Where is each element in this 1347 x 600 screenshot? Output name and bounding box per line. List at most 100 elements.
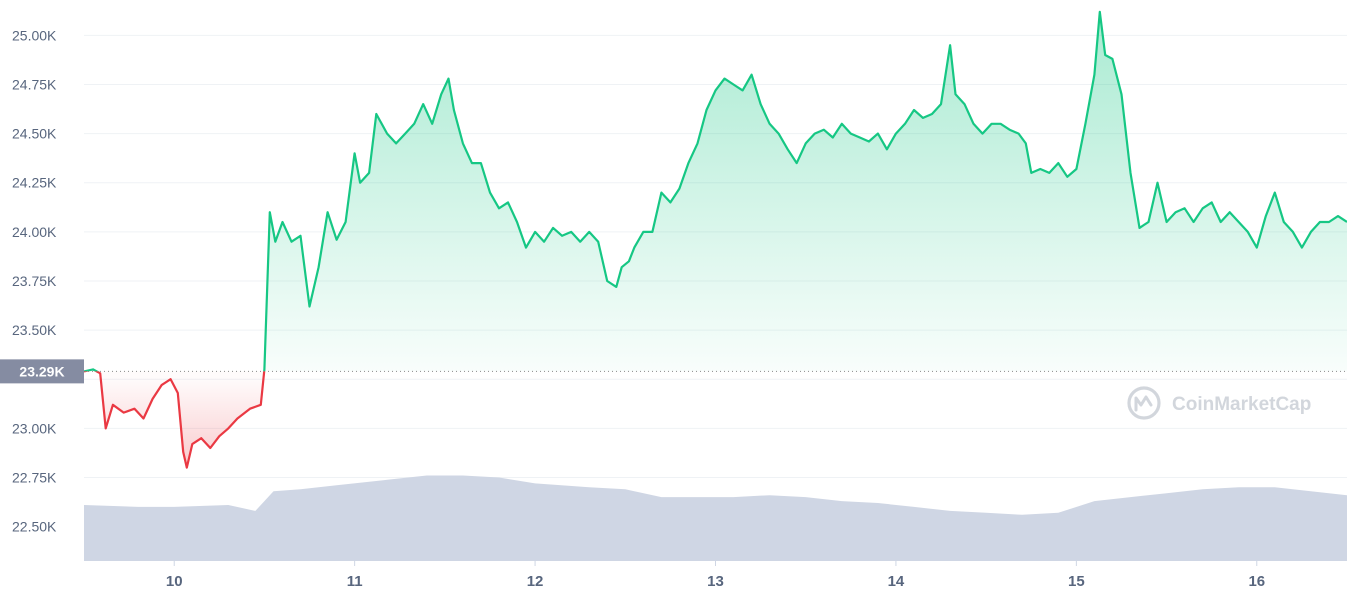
price-point <box>660 191 662 193</box>
price-point <box>395 142 397 144</box>
price-point <box>1265 215 1267 217</box>
price-point <box>1174 211 1176 213</box>
price-point <box>543 241 545 243</box>
price-point <box>768 123 770 125</box>
price-point <box>453 109 455 111</box>
price-point <box>696 142 698 144</box>
price-point <box>1183 207 1185 209</box>
price-point <box>186 466 188 468</box>
price-point <box>687 162 689 164</box>
price-point <box>750 74 752 76</box>
price-point <box>447 77 449 79</box>
price-point <box>462 142 464 144</box>
price-point <box>759 103 761 105</box>
price-point <box>868 140 870 142</box>
price-point <box>1075 168 1077 170</box>
price-point <box>570 231 572 233</box>
price-point <box>1337 215 1339 217</box>
price-point <box>133 408 135 410</box>
price-point <box>922 117 924 119</box>
price-point <box>227 427 229 429</box>
price-point <box>990 123 992 125</box>
price-point <box>422 103 424 105</box>
price-point <box>621 266 623 268</box>
price-point <box>92 368 94 370</box>
price-point <box>123 411 125 413</box>
price-point <box>1120 93 1122 95</box>
price-point <box>317 266 319 268</box>
price-point <box>597 241 599 243</box>
price-point <box>431 123 433 125</box>
price-fill-above <box>84 11 1347 372</box>
price-point <box>281 221 283 223</box>
price-point <box>841 123 843 125</box>
price-point <box>949 44 951 46</box>
price-point <box>1283 221 1285 223</box>
price-point <box>1256 246 1258 248</box>
price-point <box>1084 123 1086 125</box>
price-point <box>1301 246 1303 248</box>
price-point <box>850 132 852 134</box>
price-point <box>1220 221 1222 223</box>
price-point <box>335 239 337 241</box>
y-tick-label: 23.75K <box>12 273 57 289</box>
price-point <box>777 132 779 134</box>
price-point <box>832 136 834 138</box>
price-point <box>972 123 974 125</box>
price-point <box>1202 207 1204 209</box>
price-point <box>386 132 388 134</box>
price-point <box>1147 221 1149 223</box>
price-point <box>628 260 630 262</box>
price-point <box>678 187 680 189</box>
price-point <box>732 83 734 85</box>
price-point <box>588 231 590 233</box>
price-point <box>151 398 153 400</box>
price-point <box>182 451 184 453</box>
x-tick-label: 13 <box>707 573 724 590</box>
x-tick-label: 11 <box>347 573 363 590</box>
y-tick-label: 24.50K <box>12 126 57 142</box>
price-point <box>516 221 518 223</box>
price-point <box>1292 231 1294 233</box>
price-point <box>507 201 509 203</box>
price-point <box>814 132 816 134</box>
price-point <box>787 148 789 150</box>
y-axis: 22.50K 22.75K 23.00K 23.50K 23.75K 24.00K 24.2… <box>12 27 57 534</box>
price-point <box>368 172 370 174</box>
price-point <box>274 241 276 243</box>
price-point <box>1104 54 1106 56</box>
y-tick-label: 23.00K <box>12 420 57 436</box>
price-line-above <box>83 10 1347 372</box>
price-point <box>1319 221 1321 223</box>
price-point <box>83 370 85 372</box>
price-point <box>480 162 482 164</box>
price-point <box>723 77 725 79</box>
price-point <box>741 89 743 91</box>
price-point <box>579 241 581 243</box>
price-point <box>931 113 933 115</box>
price-point <box>344 221 346 223</box>
price-point <box>796 162 798 164</box>
price-point <box>1017 132 1019 134</box>
x-tick-label: 12 <box>527 573 544 590</box>
price-point <box>886 148 888 150</box>
price-point <box>290 241 292 243</box>
price-point <box>534 231 536 233</box>
price-point <box>651 231 653 233</box>
price-point <box>200 437 202 439</box>
price-point <box>375 113 377 115</box>
price-point <box>913 109 915 111</box>
price-point <box>263 368 265 370</box>
price-point <box>1165 221 1167 223</box>
price-point <box>615 286 617 288</box>
price-point <box>1008 129 1010 131</box>
price-point <box>498 207 500 209</box>
price-point <box>269 211 271 213</box>
price-point <box>633 246 635 248</box>
y-tick-label: 22.75K <box>12 469 57 485</box>
price-point <box>413 123 415 125</box>
price-point <box>489 191 491 193</box>
price-point <box>359 182 361 184</box>
coinmarketcap-logo-icon <box>1127 386 1161 420</box>
